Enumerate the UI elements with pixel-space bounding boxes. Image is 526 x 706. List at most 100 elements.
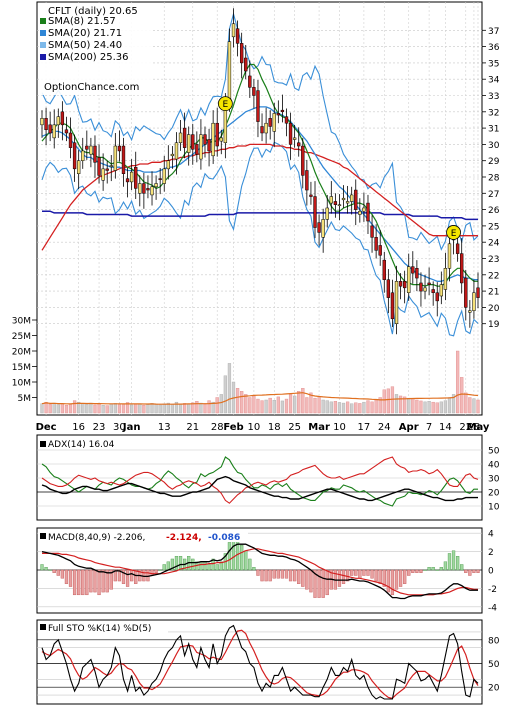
price-tick-label: 35 (488, 59, 499, 69)
volume-bar (252, 395, 256, 414)
macd-histogram-bar (170, 558, 175, 571)
price-tick-label: 19 (488, 320, 500, 330)
candle-down (60, 111, 65, 126)
volume-bar (142, 405, 146, 414)
sma50-line (41, 143, 478, 251)
macd-histogram-bar (219, 561, 223, 571)
volume-bar (451, 394, 456, 414)
legend-swatch (40, 30, 46, 36)
volume-bar (264, 399, 268, 414)
volume-bar (329, 401, 333, 414)
macd-histogram-bar (248, 558, 252, 571)
volume-bar (130, 404, 134, 414)
macd-histogram-bar (56, 569, 60, 576)
volume-bar (40, 403, 44, 414)
candle-down (276, 113, 281, 116)
price-tick-label: 26 (488, 206, 500, 216)
sto-panel: Full STO %K(14) %D(5) 80 50 20 (36, 619, 500, 705)
sto-legend-swatch (40, 624, 46, 630)
candle-up (394, 281, 399, 324)
volume-bar (321, 399, 325, 414)
macd-tick-label: -4 (488, 603, 497, 613)
volume-bar (435, 402, 439, 414)
candle-up (76, 160, 81, 174)
price-tick-label: 20 (488, 304, 500, 314)
candle-down (386, 279, 391, 298)
minus-di-line (41, 456, 479, 504)
candle-down (280, 109, 285, 113)
volume-bar (301, 388, 305, 414)
volume-bar (313, 397, 317, 414)
adx-tick-label: 30 (488, 475, 500, 485)
macd-histogram-bar (268, 569, 272, 582)
macd-histogram-bar (130, 569, 134, 582)
macd-histogram-bar (121, 569, 126, 585)
macd-histogram-bar (301, 569, 305, 587)
volume-bar (166, 402, 170, 414)
macd-histogram-bar (44, 567, 48, 571)
x-tick-label: 21 (186, 422, 199, 433)
earnings-marker-label: E (451, 229, 457, 239)
macd-histogram-bar (134, 569, 138, 585)
x-tick-label: 16 (72, 422, 85, 433)
volume-bar (394, 394, 399, 414)
volume-bar (415, 399, 419, 414)
price-tick-label: 36 (488, 43, 500, 53)
macd-histogram-bar (85, 569, 89, 596)
macd-histogram-bar (284, 569, 289, 579)
candle-up (56, 116, 60, 126)
volume-bar (325, 400, 329, 414)
adx-tick-label: 10 (488, 503, 500, 513)
macd-histogram-bar (427, 567, 431, 571)
volume-tick-label: 20M (12, 348, 31, 358)
volume-bar (138, 404, 142, 414)
x-tick-label: 10 (248, 422, 261, 433)
candle-down (366, 202, 370, 222)
macd-histogram-bar (227, 542, 232, 571)
macd-panel: MACD(8,40,9) -2.206, -2.124, -0.086 4 2 0 -… (36, 527, 497, 614)
volume-bar (174, 401, 179, 414)
x-tick-label: 30 (113, 422, 126, 433)
macd-histogram-bar (280, 569, 285, 579)
candle-down (252, 87, 256, 96)
macd-histogram-bar (89, 569, 93, 593)
volume-bar (227, 363, 232, 414)
candle-down (256, 90, 260, 122)
candle-down (191, 134, 195, 150)
candle-down (390, 292, 395, 320)
volume-bar (358, 403, 362, 414)
candle-up (337, 204, 342, 206)
volume-bar (305, 397, 309, 414)
volume-bar (293, 395, 297, 414)
candle-down (464, 277, 468, 308)
volume-bar (93, 404, 97, 414)
macd-histogram-bar (309, 569, 313, 593)
macd-histogram-bar (154, 569, 158, 573)
volume-bar (378, 397, 382, 414)
candle-up (166, 160, 170, 170)
volume-bar (178, 403, 183, 414)
candle-up (329, 196, 333, 204)
volume-bar (354, 402, 358, 414)
candle-down (44, 118, 48, 130)
volume-bar (341, 402, 346, 414)
volume-bar (431, 401, 435, 414)
price-tick-label: 30 (488, 141, 500, 151)
volume-bar (419, 400, 423, 414)
earnings-markers: EE (217, 96, 461, 240)
macd-tick-label: 4 (488, 530, 494, 540)
macd-histogram-bar (476, 569, 480, 573)
macd-histogram-bar (297, 569, 301, 585)
candle-down (142, 183, 146, 194)
candle-up (407, 266, 411, 293)
candle-down (85, 145, 89, 150)
candle-down (284, 116, 289, 124)
candle-up (178, 132, 183, 144)
price-tick-label: 22 (488, 271, 499, 281)
macd-histogram-bar (411, 569, 415, 573)
volume-bar (101, 405, 105, 414)
x-tick-label: 25 (288, 422, 301, 433)
candle-down (419, 282, 423, 292)
price-tick-label: 34 (488, 76, 500, 86)
chart-title: CFLT (daily) 20.65 (48, 6, 138, 17)
